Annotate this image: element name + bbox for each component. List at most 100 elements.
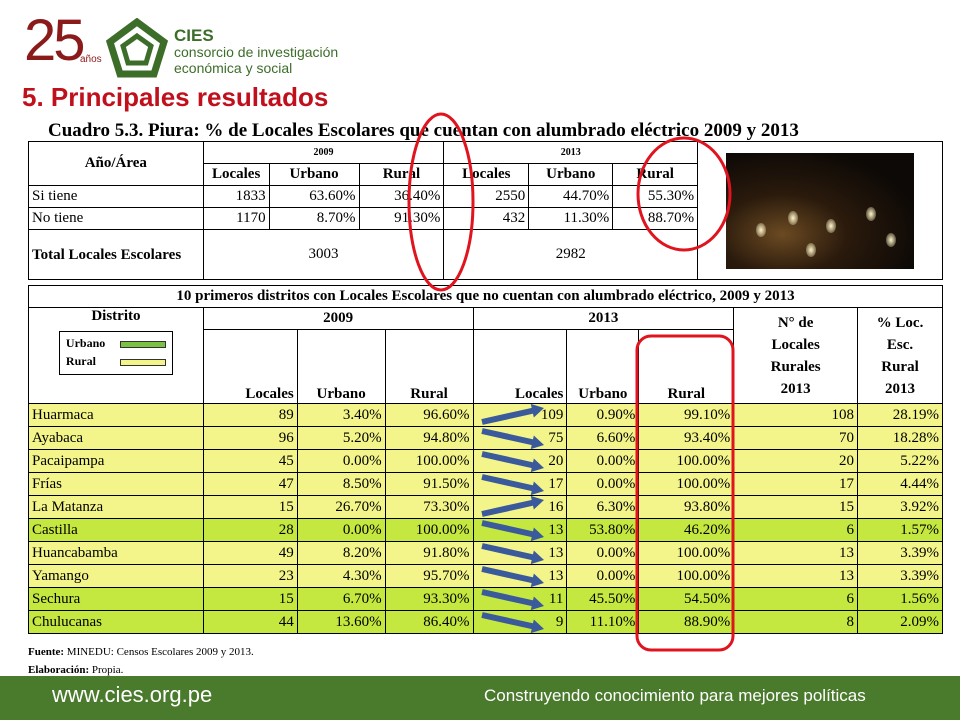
col-header-n-locales: N° de Locales Rurales 2013 [733,307,859,404]
cell: 45.50% [566,587,640,611]
col-header: Rural [638,329,735,404]
cell: 100.00% [638,541,735,565]
cell: 13 [733,541,859,565]
year-header-2009: 2009 [202,307,474,330]
cell: 13 [733,564,859,588]
org-acronym: CIES [174,26,214,45]
cell: 75 [472,426,568,450]
cell: 45 [202,449,298,473]
cell: 70 [733,426,859,450]
footer-url-link[interactable]: www.cies.org.pe [52,682,213,707]
district-name: Ayabaca [28,426,204,450]
cell: 4.30% [296,564,386,588]
cell: 0.90% [566,403,640,427]
footnote-source-text: MINEDU: Censos Escolares 2009 y 2013. [64,646,254,658]
district-table: 10 primeros distritos con Locales Escola… [28,285,943,634]
year-header-2009: 2009 [202,141,445,164]
cell: 17 [733,472,859,496]
section-title: 5. Principales resultados [22,82,329,112]
total-2013: 2982 [443,229,699,280]
cell: 11 [472,587,568,611]
table-row: Castilla 28 0.00% 100.00% 13 53.80% 46.20% 6 1.5… [28,518,943,542]
anniversary-number: 25 [24,8,85,73]
cell: 18.28% [857,426,943,450]
cell: 8.70% [268,207,360,230]
cell: 8 [733,610,859,634]
row-label: Si tiene [28,185,204,208]
cell: 44 [202,610,298,634]
cell: 93.40% [638,426,735,450]
cell: 1.57% [857,518,943,542]
district-name: Huarmaca [28,403,204,427]
cell: 100.00% [384,518,474,542]
year-header-2013: 2013 [443,141,699,164]
district-name: Sechura [28,587,204,611]
header-line: 2013 [885,380,915,397]
cell: 94.80% [384,426,474,450]
header-line: Rural [881,358,919,375]
col-header: Urbano [268,163,360,186]
district-name: Frías [28,472,204,496]
corner-header: Año/Área [28,141,204,186]
district-name: Yamango [28,564,204,588]
distrito-header-cell: Distrito Urbano Rural [28,307,204,404]
cell: 26.70% [296,495,386,519]
col-header: Locales [472,329,568,404]
cell: 53.80% [566,518,640,542]
cell: 1833 [202,185,270,208]
header-line: N° de [777,314,814,331]
cell: 5.20% [296,426,386,450]
year-header-2013: 2013 [472,307,735,330]
cell: 100.00% [638,564,735,588]
cell: 15 [202,495,298,519]
cell: 0.00% [566,472,640,496]
cell: 109 [472,403,568,427]
cell: 0.00% [566,449,640,473]
cell: 47 [202,472,298,496]
cell: 11.30% [528,207,614,230]
cell: 16 [472,495,568,519]
district-name: Huancabamba [28,541,204,565]
table-title: Cuadro 5.3. Piura: % de Locales Escolare… [48,120,799,141]
cell: 3.39% [857,564,943,588]
footnote-elab-label: Elaboración: [28,664,90,676]
footnote-elaboration: Elaboración: Propia. [28,664,123,676]
cell: 46.20% [638,518,735,542]
total-label: Total Locales Escolares [28,229,204,280]
cell: 28.19% [857,403,943,427]
cell: 89 [202,403,298,427]
org-name-block: CIES consorcio de investigación económic… [174,26,338,76]
district-name: Chulucanas [28,610,204,634]
header-line: Esc. [886,336,914,353]
legend: Urbano Rural [58,331,173,375]
photo-cell [697,141,943,280]
col-header: Rural [612,163,699,186]
table-row: Frías 47 8.50% 91.50% 17 0.00% 100.00% 17 4.44% [28,472,943,496]
cell: 0.00% [296,449,386,473]
header-line: 2013 [780,380,811,397]
col-header: Rural [384,329,474,404]
cell: 73.30% [384,495,474,519]
cell: 44.70% [528,185,614,208]
cell: 15 [733,495,859,519]
total-2009: 3003 [202,229,445,280]
cell: 91.30% [358,207,445,230]
cell: 93.30% [384,587,474,611]
cell: 91.50% [384,472,474,496]
cell: 13 [472,518,568,542]
header-line: Locales [771,336,820,353]
summary-table: Año/Área 2009 2013 Locales Urbano Rural … [28,141,943,280]
table-row: La Matanza 15 26.70% 73.30% 16 6.30% 93.80% 15 3… [28,495,943,519]
cell: 11.10% [566,610,640,634]
footnote-source-label: Fuente: [28,646,65,658]
cies-logo: 25 años CIES consorcio de investigación … [22,12,382,82]
table-row: Sechura 15 6.70% 93.30% 11 45.50% 54.50% 6 1.56% [28,587,943,611]
cell: 8.50% [296,472,386,496]
cell: 88.90% [638,610,735,634]
cell: 100.00% [638,449,735,473]
district-table-title: 10 primeros distritos con Locales Escola… [28,285,943,308]
cell: 2550 [443,185,530,208]
anniversary-years: años [80,54,102,65]
table-row: Yamango 23 4.30% 95.70% 13 0.00% 100.00% 13 3.39… [28,564,943,588]
cell: 86.40% [384,610,474,634]
